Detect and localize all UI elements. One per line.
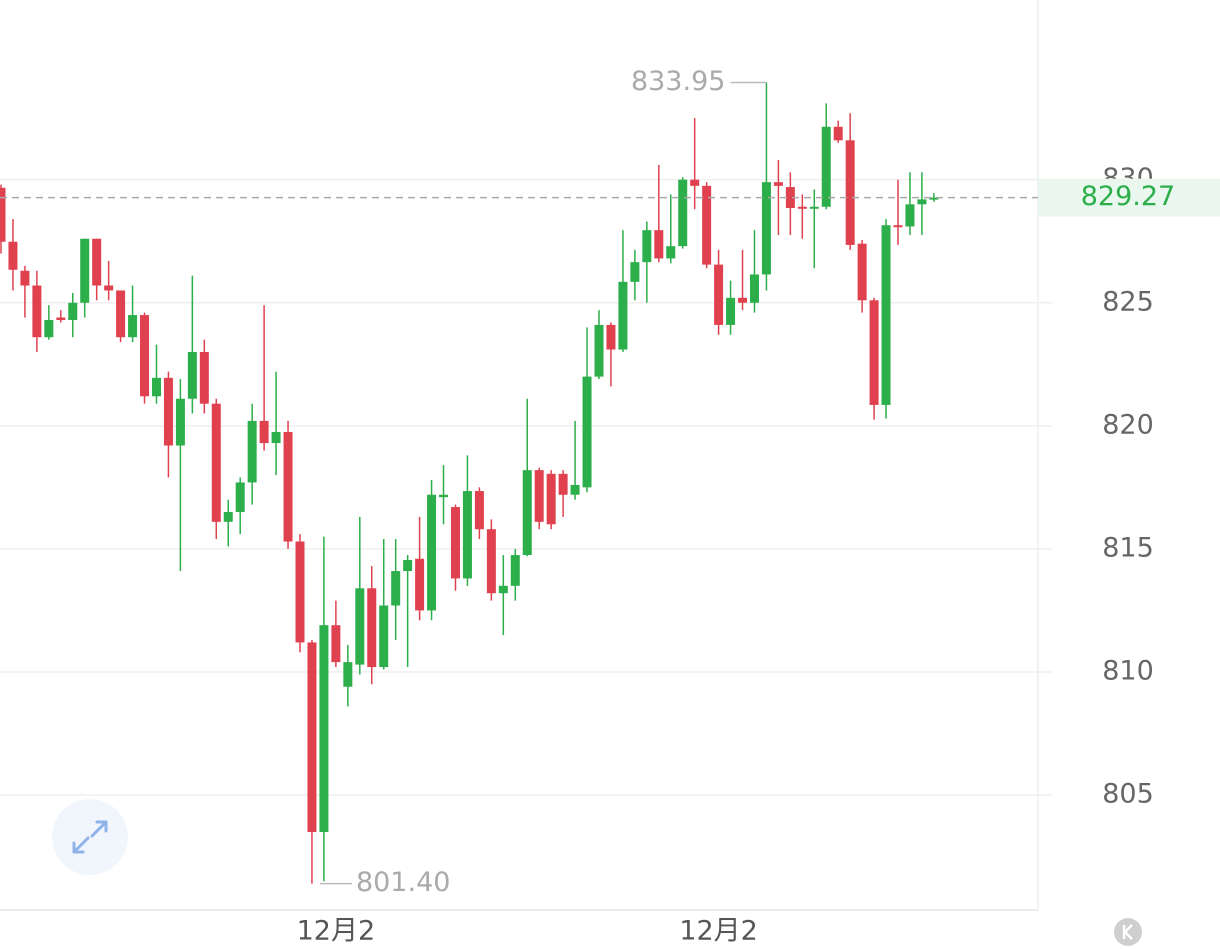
k-button[interactable] xyxy=(1114,918,1142,946)
candle-body xyxy=(450,507,460,579)
candle-body xyxy=(869,300,879,405)
y-tick-label: 820 xyxy=(1102,409,1154,440)
candle-body xyxy=(558,473,568,495)
candle-body xyxy=(678,179,688,247)
candle-body xyxy=(821,126,831,207)
candle-body xyxy=(618,281,628,350)
candle-body xyxy=(44,319,54,338)
candle-body xyxy=(80,238,90,303)
candle-body xyxy=(20,270,30,286)
expand-button[interactable] xyxy=(52,799,128,875)
candle-body xyxy=(307,642,317,832)
candle-body xyxy=(140,315,150,397)
candle-body xyxy=(8,241,18,270)
candle-body xyxy=(68,302,78,320)
candle-body xyxy=(32,285,42,338)
candle-body xyxy=(235,482,245,512)
candle-body xyxy=(845,140,855,245)
candle-body xyxy=(797,206,807,209)
candle-body xyxy=(761,182,771,275)
expand-icon[interactable] xyxy=(72,820,108,854)
candle-body xyxy=(367,588,377,668)
candle-body xyxy=(498,585,508,594)
candle-body xyxy=(259,420,269,444)
candle-body xyxy=(905,204,915,227)
y-tick-label: 825 xyxy=(1102,286,1154,317)
candle-body xyxy=(773,182,783,186)
candle-body xyxy=(56,317,66,320)
candle-body xyxy=(187,351,197,399)
candle-body xyxy=(403,559,413,572)
candle-body xyxy=(379,605,389,668)
candle-body xyxy=(522,470,532,556)
candle-body xyxy=(726,297,736,325)
candle-body xyxy=(714,264,724,325)
candle-body xyxy=(319,625,329,832)
candle-body xyxy=(606,324,616,350)
candle-body xyxy=(128,315,138,338)
candle-body xyxy=(833,126,843,141)
x-tick-label: 12月2 xyxy=(679,916,758,947)
candle-body xyxy=(486,529,496,594)
candle-body xyxy=(546,473,556,525)
candle-body xyxy=(749,274,759,303)
candle-body xyxy=(570,484,580,495)
candle-body xyxy=(702,185,712,265)
y-tick-label: 810 xyxy=(1102,655,1154,686)
candle-body xyxy=(881,225,891,405)
candle-body xyxy=(510,555,520,586)
candle-body xyxy=(534,470,544,522)
last-price-label: 829.27 xyxy=(1081,181,1175,212)
candle-body xyxy=(427,494,437,611)
candle-body xyxy=(785,187,795,208)
x-tick-label: 12月2 xyxy=(297,916,376,947)
candle-body xyxy=(0,187,6,242)
candle-body xyxy=(893,225,903,228)
k-bg[interactable] xyxy=(1114,918,1142,946)
candle-body xyxy=(295,541,305,643)
y-tick-label: 805 xyxy=(1102,779,1154,810)
candle-body xyxy=(642,230,652,263)
candle-body xyxy=(247,420,257,483)
k-icon[interactable] xyxy=(1122,924,1133,940)
candle-body xyxy=(175,398,185,446)
candle-body xyxy=(738,297,748,303)
candle-body xyxy=(594,324,604,377)
candle-body xyxy=(223,511,233,522)
y-tick-label: 815 xyxy=(1102,532,1154,563)
candle-body xyxy=(929,197,939,200)
candle-body xyxy=(331,625,341,663)
candle-body xyxy=(809,206,819,209)
candle-body xyxy=(283,431,293,542)
candle-body xyxy=(116,290,126,338)
candle-body xyxy=(343,662,353,687)
candle-body xyxy=(462,491,472,579)
expand-bg[interactable] xyxy=(52,799,128,875)
low-label: 801.40 xyxy=(356,867,450,898)
candle-body xyxy=(690,179,700,186)
candle-body xyxy=(630,262,640,282)
candle-body xyxy=(92,238,102,286)
candle-body xyxy=(857,243,867,301)
candle-body xyxy=(163,377,173,446)
candle-body xyxy=(474,491,484,530)
candle-body xyxy=(391,571,401,606)
candle-body xyxy=(355,588,365,665)
candle-body xyxy=(211,403,221,522)
candle-body xyxy=(654,230,664,259)
candle-body xyxy=(151,377,161,397)
candle-body xyxy=(439,494,449,498)
candle-body xyxy=(582,376,592,488)
candle-body xyxy=(199,351,209,404)
candle-body xyxy=(271,431,281,444)
last-price-box xyxy=(1038,178,1220,217)
candle-body xyxy=(666,246,676,259)
candle-body xyxy=(415,558,425,611)
high-label: 833.95 xyxy=(631,66,725,97)
candle-body xyxy=(104,285,114,291)
candle-body xyxy=(917,199,927,205)
